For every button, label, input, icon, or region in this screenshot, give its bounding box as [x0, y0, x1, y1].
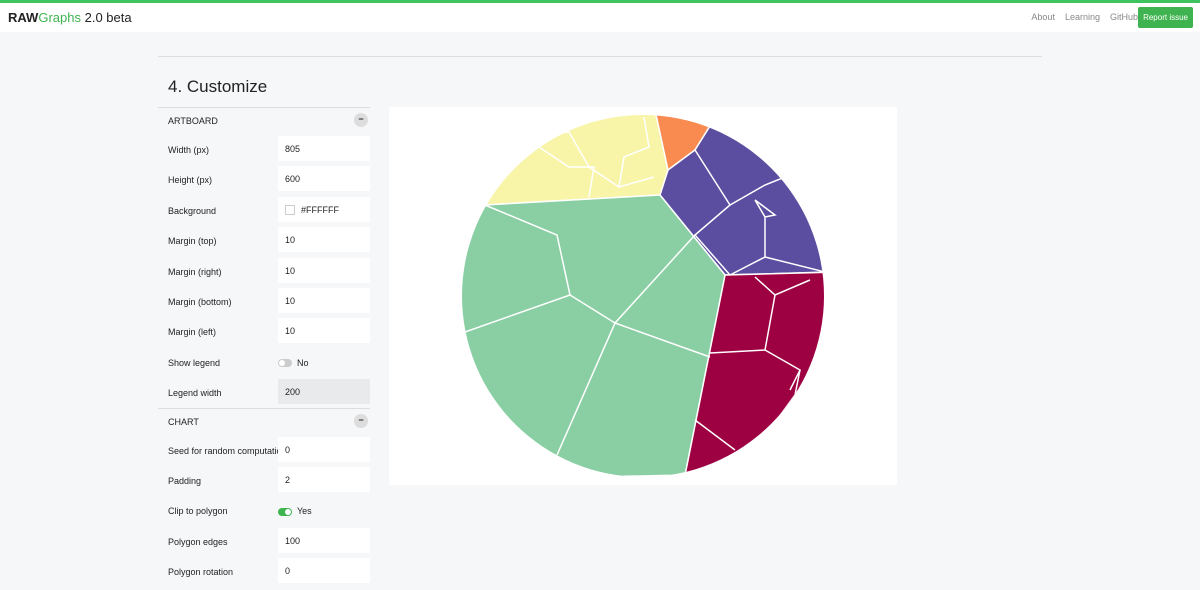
option-label: Polygon rotation [168, 567, 234, 578]
option-row: Height (px) 600 [158, 164, 370, 194]
option-row: Margin (top) 10 [158, 225, 370, 255]
option-row: Polygon edges 100 [158, 526, 370, 556]
option-row: Show legend No [158, 347, 370, 377]
option-label: Legend width [168, 388, 222, 399]
toggle-switch[interactable] [278, 359, 292, 368]
text-input[interactable]: 600 [278, 166, 370, 192]
option-label: Clip to polygon [168, 506, 228, 517]
nav-link[interactable]: GitHub [1109, 12, 1138, 22]
toggle-switch[interactable] [278, 507, 292, 516]
color-swatch [285, 205, 295, 216]
divider [158, 56, 1042, 57]
section-title: 4. Customize [168, 77, 268, 96]
text-input: 200 [278, 379, 370, 405]
report-button[interactable]: Report issue [1138, 7, 1193, 28]
nav-link[interactable]: About [1031, 12, 1055, 22]
option-row: Margin (right) 10 [158, 256, 370, 286]
text-input[interactable]: 10 [278, 257, 370, 283]
text-input[interactable]: 10 [278, 287, 370, 313]
option-label: Height (px) [168, 175, 213, 186]
option-label: Width (px) [168, 145, 210, 155]
option-label: Show legend [168, 357, 221, 368]
option-row: Width (px) 805 [158, 134, 370, 164]
option-label: Seed for random computation [168, 445, 280, 456]
artboard [389, 107, 897, 485]
brand[interactable]: RAWGraphs 2.0 beta [8, 10, 132, 25]
panel-header[interactable]: ARTBOARD − [158, 107, 370, 134]
option-label: Padding [168, 475, 202, 486]
text-input[interactable]: 100 [278, 527, 370, 553]
option-label: Margin (right) [168, 266, 222, 277]
option-label: Margin (top) [168, 236, 217, 247]
option-label: Background [168, 205, 217, 216]
option-label: Margin (left) [168, 327, 217, 338]
option-row: Margin (bottom) 10 [158, 286, 370, 316]
text-input[interactable]: 0 [278, 558, 370, 584]
text-input[interactable]: 2 [278, 466, 370, 492]
option-label: Margin (bottom) [168, 296, 232, 307]
option-row: Background #FFFFFF [158, 195, 370, 225]
toggle-text: Yes [297, 506, 312, 517]
brand-colored: Graphs [38, 10, 81, 25]
collapse-button[interactable]: − [354, 113, 368, 127]
nav-links: About Learning GitHub [1021, 12, 1138, 22]
text-input[interactable]: 10 [278, 318, 370, 344]
panel-title: CHART [168, 416, 199, 427]
toggle[interactable]: Yes [278, 506, 312, 516]
text-input[interactable]: 0 [278, 436, 370, 462]
voronoi-treemap [462, 115, 824, 477]
toggle-text: No [297, 357, 309, 368]
color-value: #FFFFFF [301, 204, 339, 215]
toggle[interactable]: No [278, 358, 309, 368]
text-input[interactable]: 10 [278, 227, 370, 253]
option-row: Padding 2 [158, 465, 370, 495]
option-row: Margin (left) 10 [158, 316, 370, 346]
panel-title: ARTBOARD [168, 116, 218, 126]
navbar: RAWGraphs 2.0 beta About Learning GitHub R… [0, 3, 1200, 32]
option-row: Legend width 200 [158, 377, 370, 407]
version: 2.0 beta [84, 10, 132, 25]
color-input[interactable]: #FFFFFF [278, 196, 370, 222]
text-input[interactable]: 805 [278, 136, 370, 161]
brand-bold: RAW [8, 10, 39, 25]
nav-link[interactable]: Learning [1064, 12, 1100, 22]
option-row: Clip to polygon Yes [158, 495, 370, 525]
option-label: Polygon edges [168, 536, 228, 547]
collapse-button[interactable]: − [354, 413, 368, 428]
options-panel: ARTBOARD − Width (px) 805 Height (px) 600 Back… [158, 107, 370, 586]
option-row: Seed for random computation 0 [158, 435, 370, 465]
panel-header[interactable]: CHART − [158, 407, 370, 435]
option-row: Polygon rotation 0 [158, 556, 370, 586]
top-accent [0, 0, 1200, 3]
